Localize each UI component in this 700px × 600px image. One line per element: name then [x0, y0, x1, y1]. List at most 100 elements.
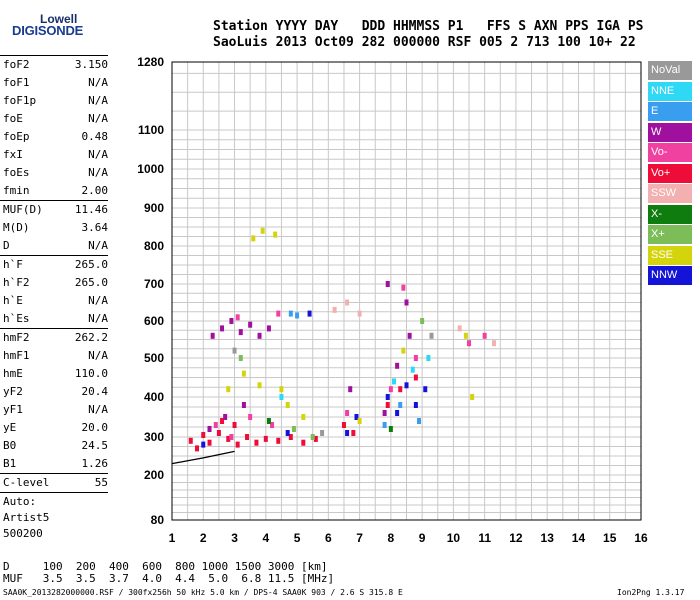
legend-item: NNW — [648, 266, 692, 285]
parameter-value: 2.00 — [81, 184, 109, 197]
data-point-e — [295, 312, 300, 319]
data-point-ssw — [332, 306, 337, 313]
data-point-nnw — [395, 410, 400, 416]
data-point-e — [382, 422, 387, 428]
parameter-value: N/A — [88, 112, 108, 125]
data-point-vo — [341, 422, 346, 428]
x-tick-label: 14 — [572, 531, 586, 545]
parameter-label: D — [3, 239, 10, 252]
parameter-label: foF1 — [3, 76, 30, 89]
parameter-label: C-level — [3, 476, 50, 489]
data-point-w — [385, 281, 390, 287]
y-tick-label: 1280 — [137, 55, 164, 69]
data-point-vo — [235, 441, 240, 448]
x-tick-label: 15 — [603, 531, 617, 545]
data-point-sse — [463, 332, 468, 339]
parameter-row: h`E N/A — [0, 292, 112, 310]
data-point-x — [420, 318, 425, 324]
parameter-label: fmin — [3, 184, 30, 197]
parameter-value: 55 — [94, 476, 108, 489]
data-point-nne — [426, 355, 431, 361]
y-tick-label: 700 — [144, 277, 164, 291]
parameter-label: hmF1 — [3, 349, 30, 362]
parameter-group-critical-frequencies: foF2 3.150 foF1 N/A foF1p N/A foE N/A foEp 0.48 fx… — [0, 56, 112, 200]
data-point-vo — [245, 434, 250, 440]
data-point-x — [310, 434, 315, 440]
footer-version: Ion2Png 1.3.17 — [617, 588, 685, 597]
data-point-ssw — [492, 340, 497, 347]
data-point-vo — [226, 435, 231, 442]
parameter-group-muf: MUF(D) 11.46 M(D) 3.64 D N/A — [0, 201, 112, 255]
x-tick-label: 7 — [356, 531, 363, 545]
data-point-w — [229, 318, 234, 324]
separator — [0, 200, 108, 201]
data-point-sse — [226, 386, 231, 393]
parameter-value: 265.0 — [74, 276, 108, 289]
parameter-value: 1.26 — [81, 457, 109, 470]
footer-file-info: SAA0K_2013282000000.RSF / 300fx256h 50 k… — [3, 588, 403, 597]
separator — [0, 255, 108, 256]
y-tick-label: 500 — [144, 351, 164, 365]
parameter-value: 20.0 — [81, 421, 109, 434]
x-tick-label: 16 — [634, 531, 648, 545]
data-point-vo — [388, 386, 393, 393]
autoscaling-version: 500200 — [3, 527, 43, 540]
x-tick-label: 11 — [478, 531, 491, 545]
data-point-noval — [232, 347, 237, 354]
data-point-sse — [285, 402, 290, 408]
parameter-label: h`F — [3, 258, 23, 271]
data-point-vo — [301, 439, 306, 446]
data-point-vo — [288, 434, 293, 440]
parameter-row: yF1 N/A — [0, 401, 112, 419]
data-point-vo — [276, 310, 281, 317]
data-point-vo — [263, 435, 268, 442]
parameter-row: foEp 0.48 — [0, 128, 112, 146]
parameter-value: 24.5 — [81, 439, 109, 452]
data-point-sse — [257, 382, 262, 389]
legend-item: NoVal — [648, 61, 692, 80]
data-point-w — [404, 299, 409, 306]
data-point-sse — [260, 227, 265, 234]
parameter-label: MUF(D) — [3, 203, 43, 216]
data-point-vo — [235, 314, 240, 321]
parameter-row: C-level 55 — [0, 474, 112, 492]
data-point-vo — [351, 430, 356, 436]
separator — [0, 328, 108, 329]
y-tick-label: 300 — [144, 430, 164, 444]
data-point-nnw — [345, 430, 350, 436]
separator — [0, 492, 108, 493]
data-point-vo — [216, 430, 221, 436]
data-point-vo — [313, 435, 318, 442]
x-tick-label: 3 — [231, 531, 238, 545]
data-point-x — [266, 418, 271, 424]
header-values: SaoLuis 2013 Oct09 282 000000 RSF 005 2 … — [213, 35, 636, 50]
y-tick-label: 400 — [144, 390, 164, 404]
y-tick-label: 80 — [151, 513, 165, 527]
legend-item: SSW — [648, 184, 692, 203]
parameter-value: N/A — [88, 239, 108, 252]
parameter-value: N/A — [88, 312, 108, 325]
data-point-w — [223, 414, 228, 420]
footer-distance-row: D 100 200 400 600 800 1000 1500 3000 [km… — [3, 560, 328, 573]
parameter-label: yF1 — [3, 403, 23, 416]
data-point-w — [395, 362, 400, 369]
data-point-sse — [251, 235, 256, 242]
data-point-vo — [413, 355, 418, 361]
parameter-label: foEp — [3, 130, 30, 143]
parameter-row: h`Es N/A — [0, 310, 112, 328]
legend-item: X+ — [648, 225, 692, 244]
x-tick-label: 13 — [541, 531, 555, 545]
data-point-vo — [188, 437, 193, 444]
data-point-noval — [429, 332, 434, 339]
data-point-x — [291, 426, 296, 432]
data-point-vo — [270, 422, 275, 428]
parameter-value: 0.48 — [81, 130, 109, 143]
data-point-vo — [229, 434, 234, 440]
legend-item: SSE — [648, 245, 692, 265]
header-columns: Station YYYY DAY DDD HHMMSS P1 FFS S AXN… — [213, 19, 644, 34]
parameter-value: 3.150 — [74, 58, 108, 71]
data-point-nne — [279, 394, 284, 400]
plot-frame — [171, 61, 642, 521]
autoscaling-label: Auto: — [3, 495, 37, 508]
